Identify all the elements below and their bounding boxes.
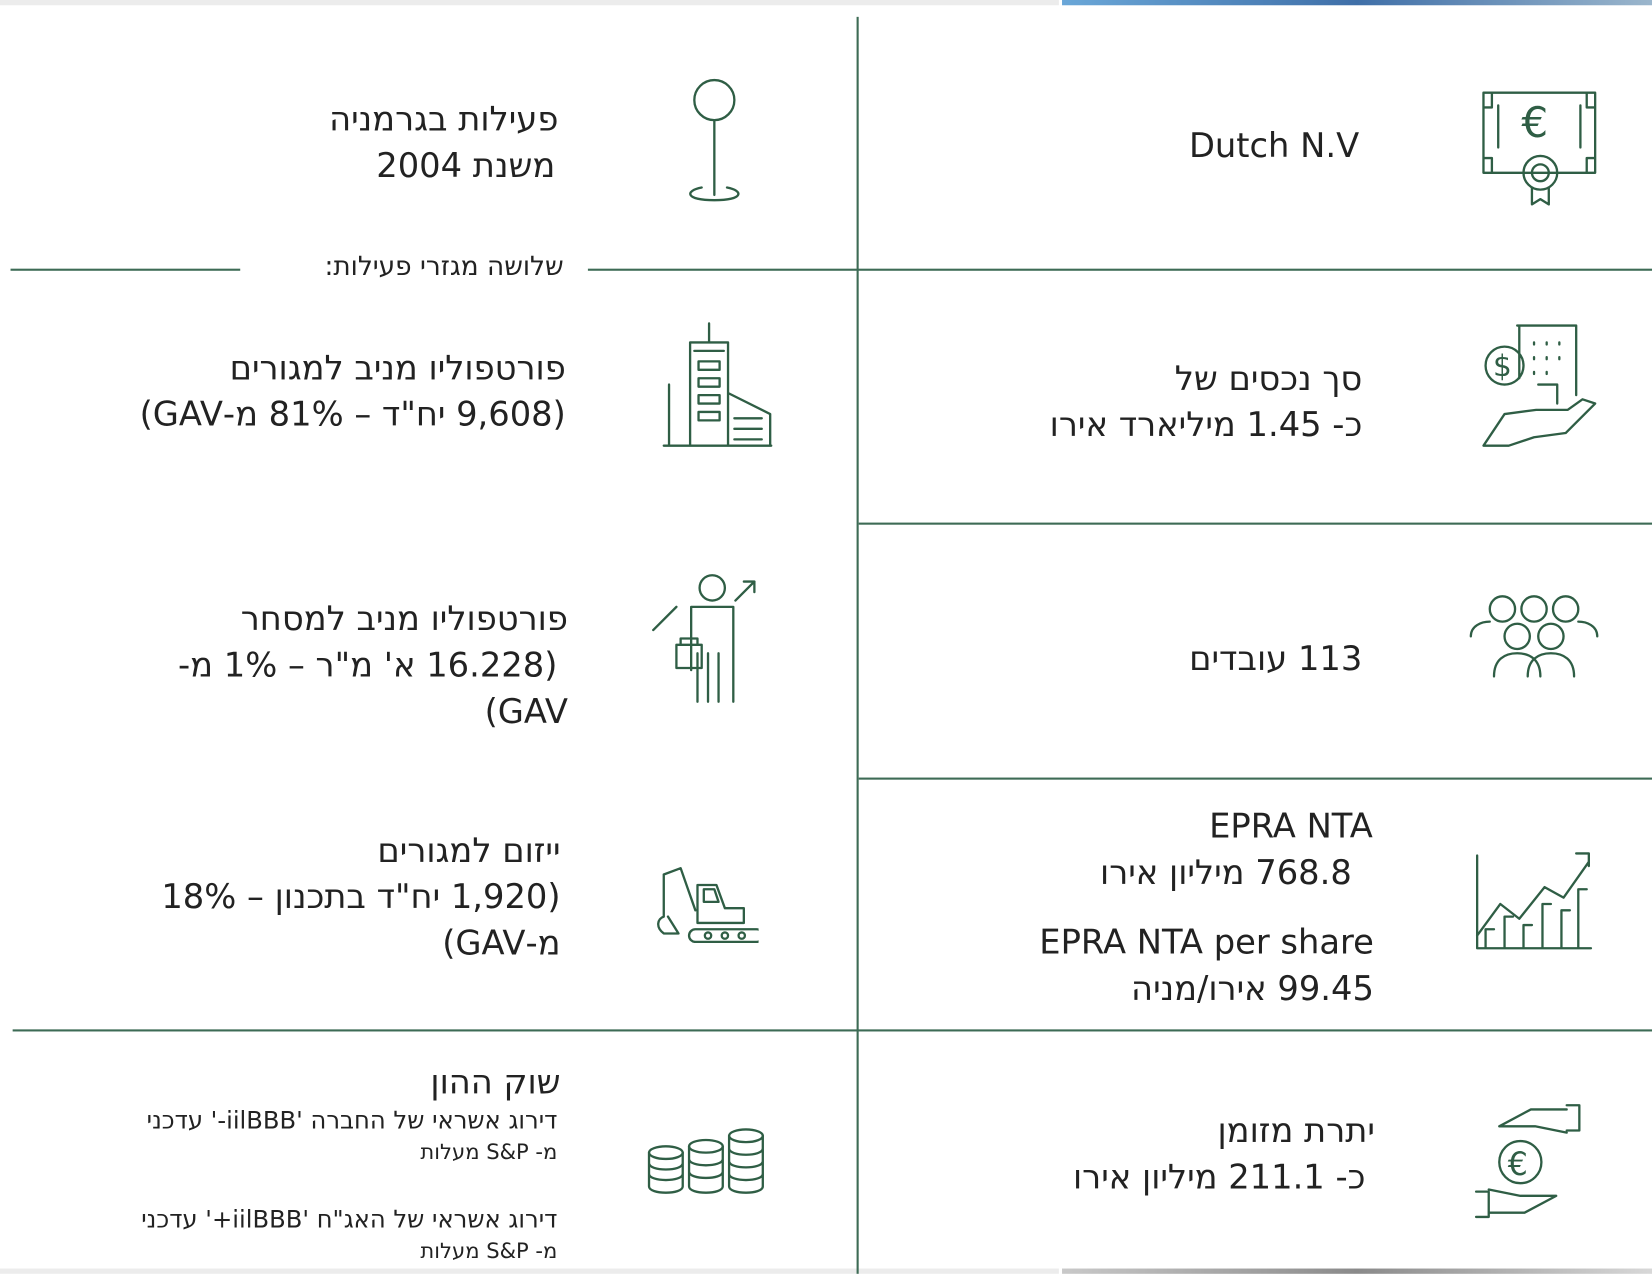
left-block-line: GAV) — [485, 694, 568, 728]
left-block-line: דירוג אשראי של החברה 'iilBBB-' עדכני — [147, 1109, 558, 1133]
left-block-line: (16.228 א' מ"ר – 1% מ- — [178, 648, 557, 682]
right-block-line: EPRA NTA — [1209, 809, 1373, 843]
coins-icon — [645, 1127, 771, 1195]
left-block-line: (9,608 יח"ד – 81% מ-GAV) — [140, 397, 566, 431]
left-block-line: פעילות בגרמניה — [329, 102, 558, 136]
bottom-photo-strip — [1062, 1269, 1652, 1274]
certificate-icon: € — [1475, 84, 1607, 210]
top-strip — [0, 0, 1059, 5]
assets-icon: $ — [1475, 321, 1601, 453]
left-block-line: פורטפוליו מניב למסחר — [241, 602, 568, 636]
right-block-line: 113 עובדים — [1189, 642, 1362, 676]
business-person-icon — [645, 569, 766, 706]
row-divider — [859, 778, 1652, 780]
left-block-line: (1,920 יח"ד בתכנון – 18% — [161, 880, 560, 914]
row-divider — [11, 269, 241, 271]
right-block-line: יתרת מזומן — [1218, 1114, 1375, 1148]
left-block-line: מ-GAV) — [442, 926, 560, 960]
left-block-line: פורטפוליו מניב למגורים — [230, 351, 566, 385]
row-divider — [859, 523, 1652, 525]
right-block-line: סך נכסים של — [1175, 361, 1363, 395]
row-divider — [13, 1029, 1652, 1031]
cash-icon: € — [1470, 1101, 1586, 1222]
divider-label: שלושה מגזרי פעילות: — [324, 253, 563, 279]
people-icon — [1467, 590, 1604, 680]
right-block-line: כ- 1.45 מיליארד אירו — [1050, 408, 1363, 442]
right-block-line: EPRA NTA per share — [1039, 925, 1374, 959]
left-block-line: מ- S&P מעלות — [420, 1240, 557, 1261]
left-block-line: מ- S&P מעלות — [420, 1141, 557, 1162]
page: שלושה מגזרי פעילות: € $ € פעילות בגרמניה… — [0, 0, 1652, 1274]
infographic: שלושה מגזרי פעילות: € $ € פעילות בגרמניה… — [0, 0, 1652, 1274]
right-block-line: 768.8 מיליון אירו — [1100, 856, 1352, 890]
right-block-line: כ- 211.1 מיליון אירו — [1073, 1160, 1365, 1194]
building-icon — [659, 321, 780, 453]
left-block-line: דירוג אשראי של האג"ח 'iilBBB+' עדכני — [141, 1208, 557, 1232]
svg-text:$: $ — [1493, 349, 1512, 383]
left-block-line: שוק ההון — [430, 1065, 560, 1099]
column-divider — [857, 17, 859, 1274]
right-block-line: 99.45 אירו/מניה — [1131, 971, 1374, 1005]
pin-icon — [674, 74, 758, 211]
svg-text:€: € — [1521, 98, 1548, 147]
left-block-line: ייזום למגורים — [377, 833, 560, 867]
growth-chart-icon — [1473, 851, 1594, 951]
bottom-strip — [0, 1269, 1059, 1274]
left-block-line: משנת 2004 — [376, 149, 555, 183]
top-photo-strip — [1062, 0, 1652, 5]
excavator-icon — [653, 864, 758, 943]
svg-text:€: € — [1508, 1147, 1528, 1183]
right-block-line: Dutch N.V — [1189, 129, 1359, 163]
row-divider — [588, 269, 1652, 271]
